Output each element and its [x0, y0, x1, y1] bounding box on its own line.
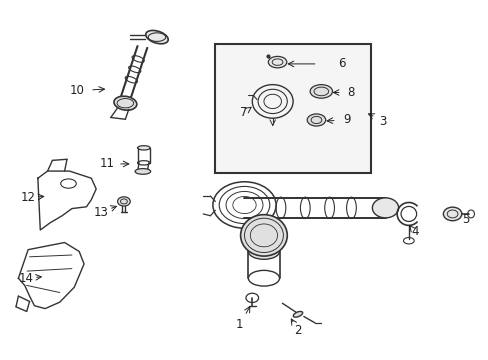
- Text: 10: 10: [69, 84, 84, 97]
- Ellipse shape: [268, 57, 286, 68]
- Text: 7: 7: [239, 106, 247, 120]
- Text: 11: 11: [100, 157, 115, 170]
- Ellipse shape: [248, 244, 279, 259]
- Text: 8: 8: [346, 86, 353, 99]
- Text: 1: 1: [235, 318, 243, 331]
- Ellipse shape: [117, 197, 130, 206]
- Text: 4: 4: [410, 225, 418, 238]
- Ellipse shape: [372, 198, 398, 218]
- Text: 2: 2: [294, 324, 301, 337]
- Ellipse shape: [240, 215, 287, 256]
- Text: 13: 13: [93, 206, 108, 219]
- Text: 3: 3: [379, 114, 386, 127]
- Ellipse shape: [135, 168, 150, 174]
- Ellipse shape: [145, 31, 168, 44]
- Text: 12: 12: [20, 192, 36, 204]
- Ellipse shape: [137, 146, 150, 150]
- Text: 14: 14: [18, 272, 33, 285]
- Ellipse shape: [309, 85, 332, 98]
- Text: 9: 9: [342, 113, 349, 126]
- Bar: [215, 44, 370, 173]
- Ellipse shape: [293, 311, 302, 317]
- Ellipse shape: [114, 96, 137, 110]
- Text: 6: 6: [337, 57, 345, 71]
- Ellipse shape: [443, 207, 461, 221]
- Text: 5: 5: [461, 213, 468, 226]
- Ellipse shape: [306, 114, 325, 126]
